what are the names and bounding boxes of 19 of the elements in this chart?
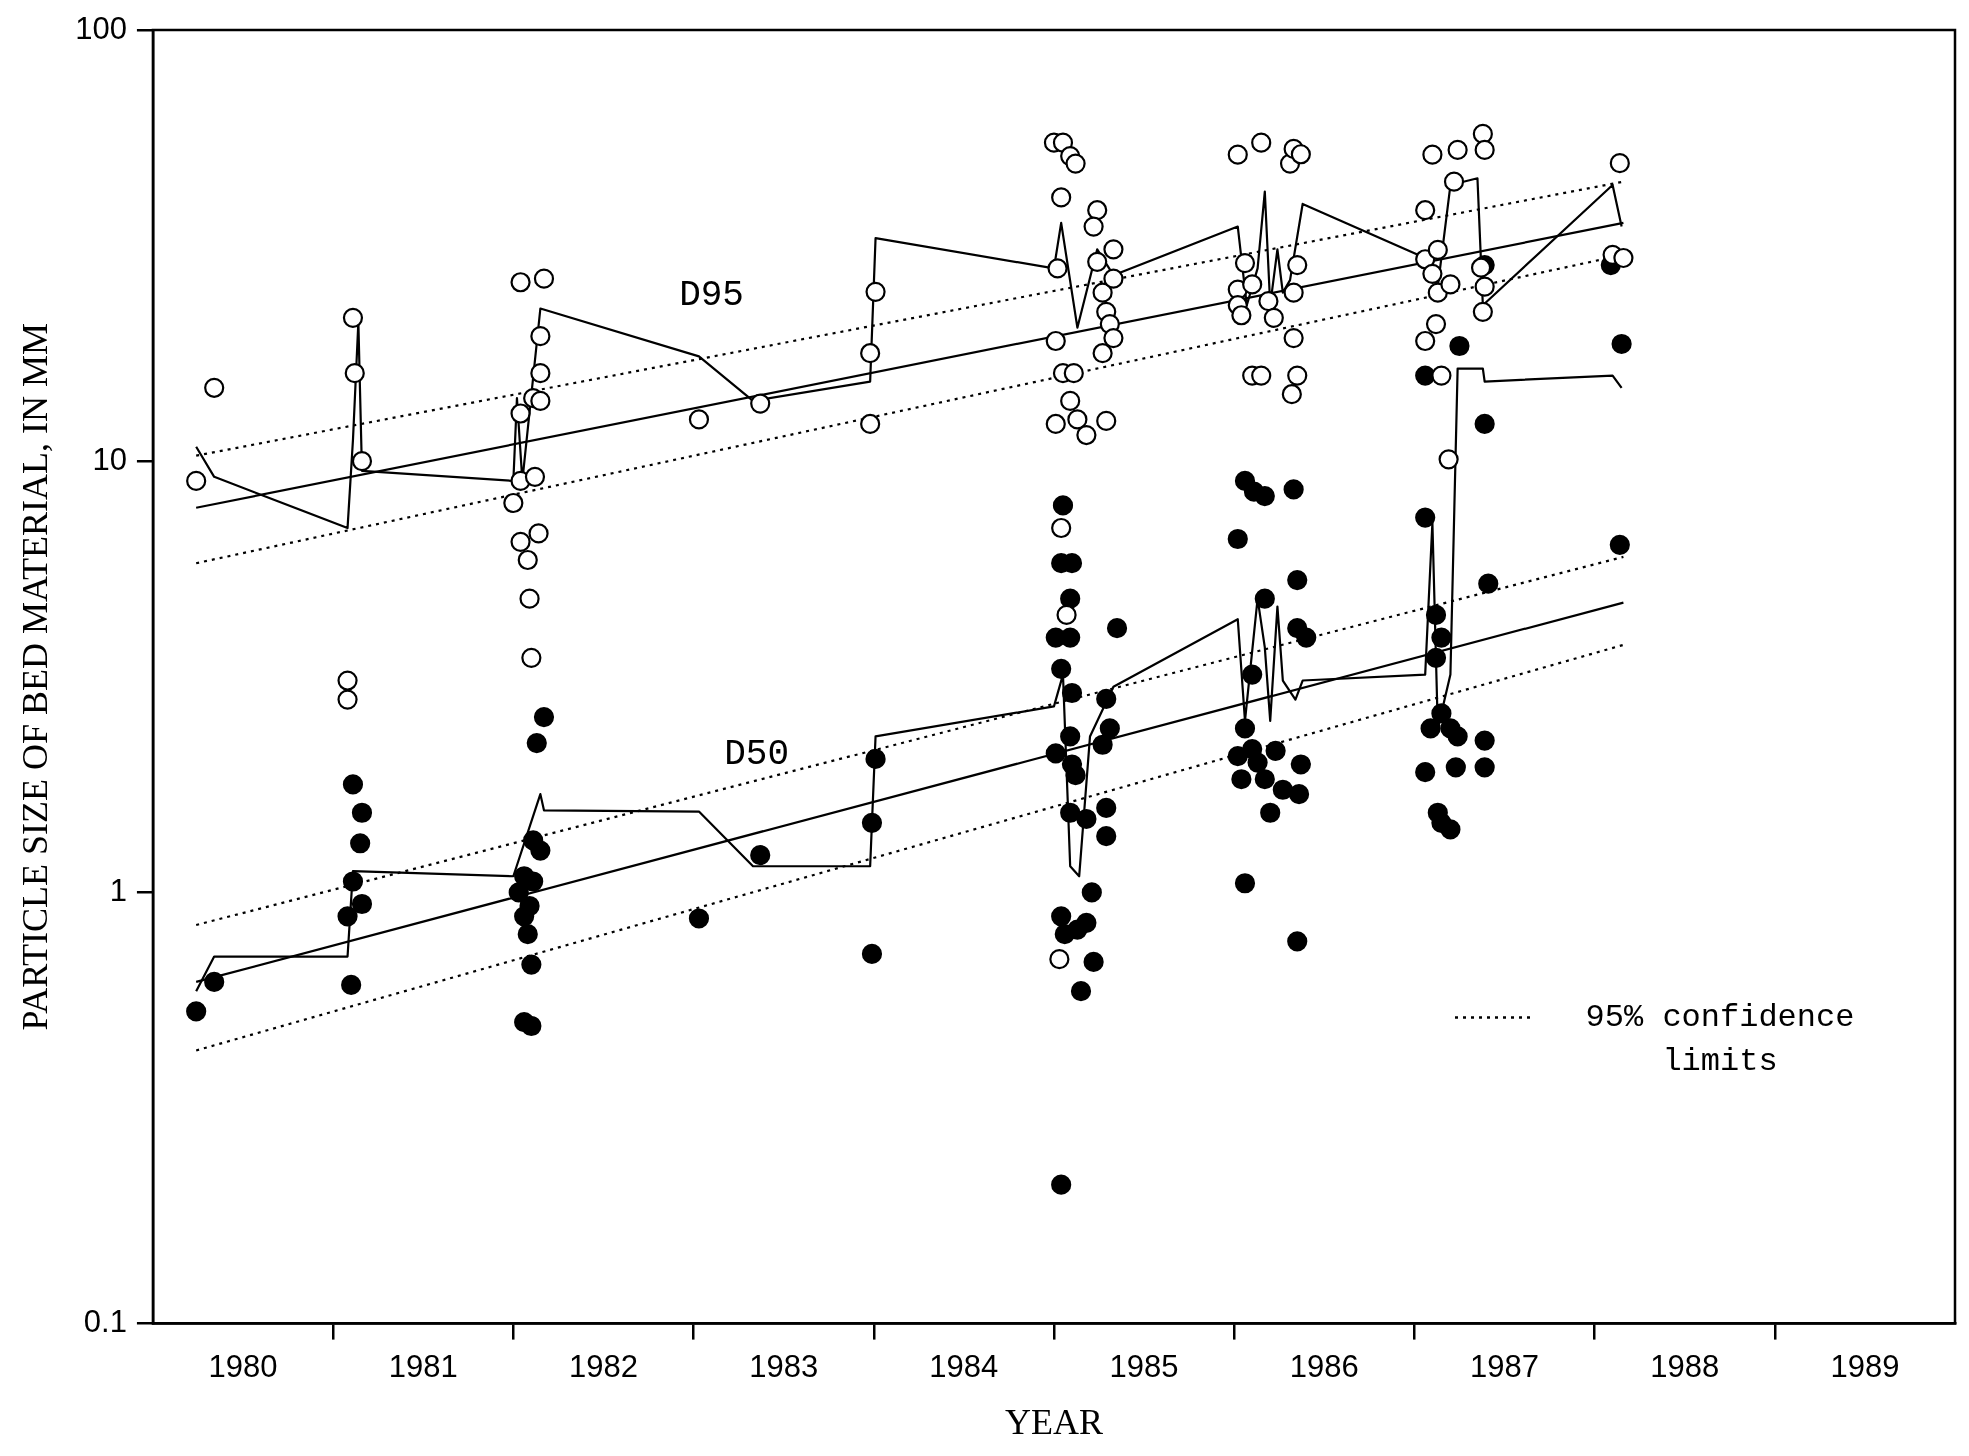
x-tick-label: 1980	[208, 1348, 278, 1384]
x-tick-label: 1987	[1470, 1348, 1539, 1384]
y-axis-title: PARTICLE SIZE OF BED MATERIAL, IN MM	[15, 323, 56, 1031]
x-tick-label: 1983	[749, 1348, 819, 1384]
x-tick-label: 1988	[1650, 1348, 1720, 1384]
x-tick-label: 1982	[568, 1348, 638, 1384]
annotation: D50	[724, 733, 790, 775]
x-tick-label: 1989	[1830, 1348, 1900, 1384]
y-tick-label: 1	[109, 872, 127, 908]
y-tick-label: 100	[75, 10, 127, 46]
x-tick-label: 1985	[1109, 1348, 1179, 1384]
annotation: D95	[679, 274, 744, 316]
y-tick-label: 0.1	[83, 1304, 127, 1340]
x-tick-label: 1984	[929, 1348, 999, 1384]
x-tick-label: 1986	[1289, 1348, 1359, 1384]
x-tick-label: 1981	[388, 1348, 458, 1384]
y-tick-label: 10	[92, 441, 127, 477]
x-axis-title: YEAR	[1004, 1401, 1103, 1442]
legend-label: 95% confidence limits	[1585, 999, 1855, 1081]
